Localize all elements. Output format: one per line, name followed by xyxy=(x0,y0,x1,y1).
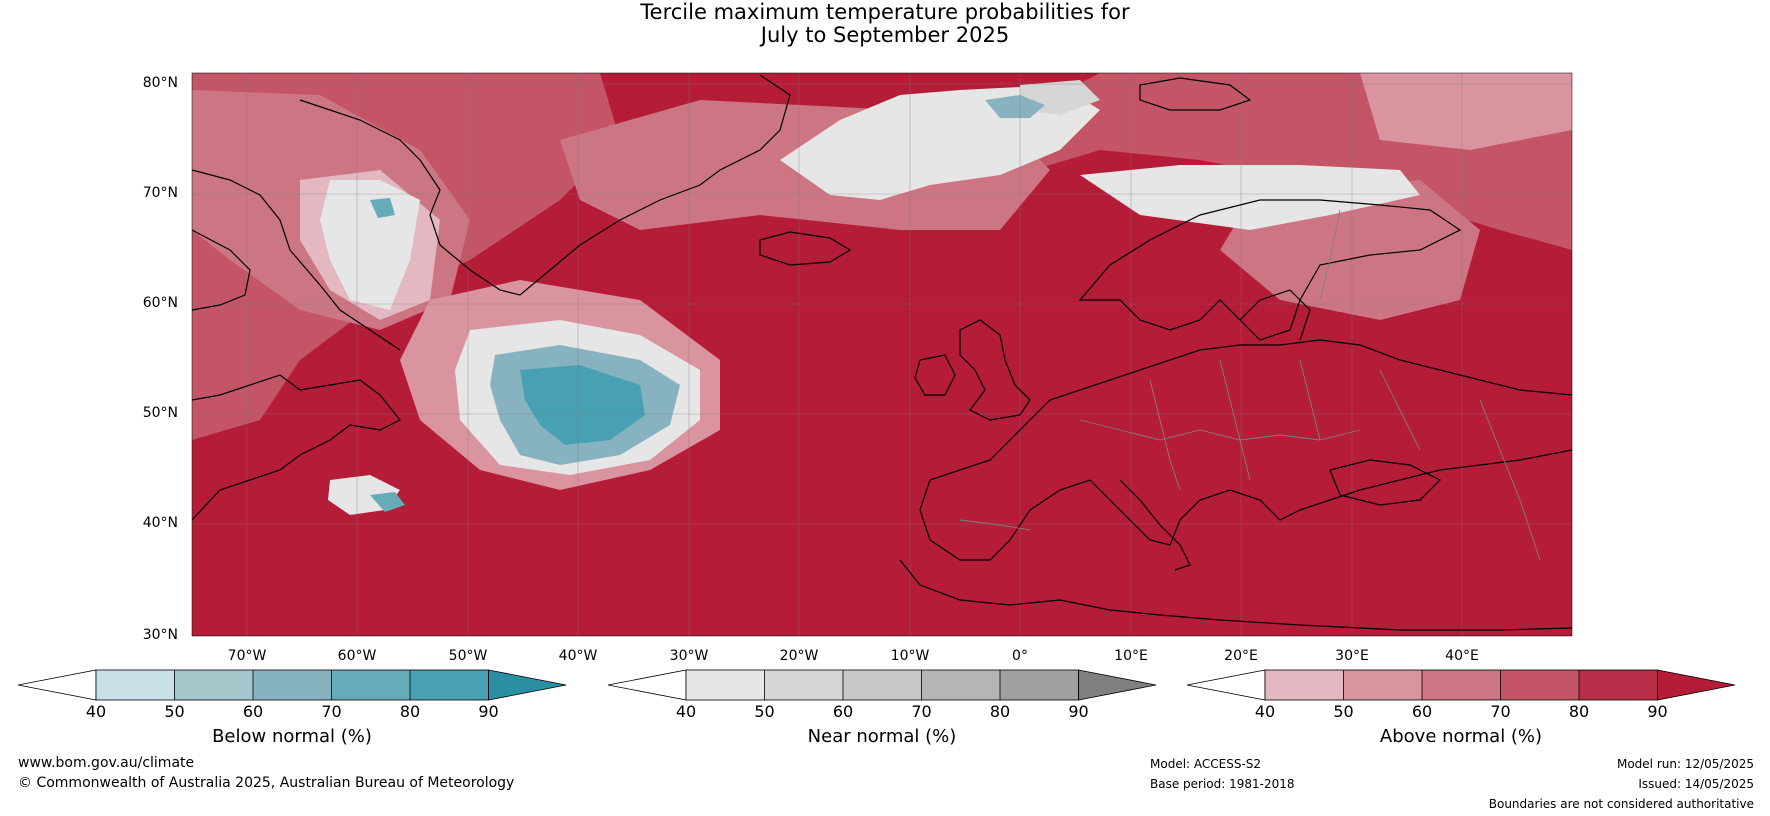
colorbar-near-tick: 40 xyxy=(675,702,697,721)
colorbar-near-swatch-2 xyxy=(764,670,843,700)
lat-label-30n: 30°N xyxy=(142,627,178,643)
colorbar-near-swatch-1 xyxy=(686,670,765,700)
colorbar-above-swatch-6 xyxy=(1657,669,1736,701)
graticule xyxy=(192,73,1572,636)
colorbar-above-swatch-3 xyxy=(1422,670,1501,700)
colorbar-above-tick: 70 xyxy=(1490,702,1511,721)
near-normal-region xyxy=(1080,165,1420,230)
colorbar-above xyxy=(1186,669,1736,701)
map-frame xyxy=(191,72,1573,637)
below-normal-region xyxy=(985,95,1045,118)
colorbar-below-swatch-2 xyxy=(174,670,253,700)
lon-label-0: 0° xyxy=(1012,648,1028,664)
below-normal-region xyxy=(520,365,645,445)
colorbar-below-swatch-6 xyxy=(488,669,567,701)
colorbar-above-tick: 90 xyxy=(1647,702,1668,721)
colorbar-above-swatch-1 xyxy=(1265,670,1344,700)
website-link[interactable]: www.bom.gov.au/climate xyxy=(18,755,195,771)
lon-label-40e: 40°E xyxy=(1445,648,1479,664)
colorbar-near xyxy=(607,669,1157,701)
lon-label-60w: 60°W xyxy=(337,648,377,664)
colorbar-above-tick: 40 xyxy=(1254,702,1276,721)
colorbar-above-tick: 80 xyxy=(1568,702,1590,721)
coastlines xyxy=(192,74,1572,631)
colorbar-below-tick: 40 xyxy=(85,702,107,721)
lon-label-50w: 50°W xyxy=(448,648,488,664)
issued-date: Issued: 14/05/2025 xyxy=(1638,777,1754,791)
colorbar-above-swatch-4 xyxy=(1500,670,1579,700)
colorbar-near-tick: 70 xyxy=(911,702,932,721)
lon-label-70w: 70°W xyxy=(227,648,267,664)
lon-label-20e: 20°E xyxy=(1224,648,1258,664)
colorbar-near-tick: 90 xyxy=(1068,702,1089,721)
colorbar-below-tick: 90 xyxy=(478,702,499,721)
colorbar-below-swatch-5 xyxy=(410,670,489,700)
country-borders xyxy=(959,209,1541,561)
lon-label-30w: 30°W xyxy=(669,648,709,664)
colorbar-near-swatch-6 xyxy=(1078,669,1157,701)
colorbar-below-swatch-1 xyxy=(96,670,175,700)
colorbar-near-tick: 60 xyxy=(832,702,854,721)
lon-label-10e: 10°E xyxy=(1114,648,1148,664)
map-field xyxy=(192,73,1572,636)
colorbar-above-swatch-0 xyxy=(1186,669,1266,701)
colorbar-near-label: Near normal (%) xyxy=(807,726,957,747)
model-run-date: Model run: 12/05/2025 xyxy=(1616,757,1754,771)
model-name: Model: ACCESS-S2 xyxy=(1150,757,1262,771)
colorbar-above-tick: 60 xyxy=(1411,702,1433,721)
colorbar-below xyxy=(17,669,567,701)
colorbar-near-swatch-4 xyxy=(921,670,1000,700)
copyright-text: © Commonwealth of Australia 2025, Austra… xyxy=(18,775,515,791)
colorbar-above-tick: 50 xyxy=(1333,702,1354,721)
colorbar-below-tick: 70 xyxy=(321,702,342,721)
chart-title-line1: Tercile maximum temperature probabilitie… xyxy=(640,0,1130,24)
near-normal-region xyxy=(320,180,420,310)
base-period: Base period: 1981-2018 xyxy=(1150,777,1295,791)
colorbar-above-swatch-5 xyxy=(1579,670,1658,700)
colorbar-below-swatch-0 xyxy=(17,669,97,701)
above-normal-50-region xyxy=(1360,73,1572,150)
lat-label-40n: 40°N xyxy=(142,515,178,531)
colorbar-near-swatch-0 xyxy=(607,669,687,701)
below-normal-region xyxy=(370,198,395,218)
colorbar-below-tick: 60 xyxy=(242,702,264,721)
lon-label-10w: 10°W xyxy=(890,648,930,664)
colorbar-below-tick: 80 xyxy=(399,702,421,721)
colorbar-near-tick: 50 xyxy=(754,702,775,721)
colorbar-near-tick: 80 xyxy=(989,702,1011,721)
colorbar-above-swatch-2 xyxy=(1343,670,1422,700)
colorbar-below-label: Below normal (%) xyxy=(212,726,372,747)
lon-label-20w: 20°W xyxy=(779,648,819,664)
lat-label-60n: 60°N xyxy=(142,295,178,311)
colorbar-below-tick: 50 xyxy=(164,702,185,721)
colorbar-near-swatch-5 xyxy=(1000,670,1079,700)
colorbar-near-swatch-3 xyxy=(843,670,922,700)
boundaries-disclaimer: Boundaries are not considered authoritat… xyxy=(1488,797,1754,811)
lat-label-50n: 50°N xyxy=(142,405,178,421)
colorbar-below-swatch-3 xyxy=(253,670,332,700)
below-normal-region xyxy=(370,492,405,512)
lon-label-30e: 30°E xyxy=(1335,648,1369,664)
lat-label-70n: 70°N xyxy=(142,185,178,201)
colorbar-above-label: Above normal (%) xyxy=(1379,726,1543,747)
lat-label-80n: 80°N xyxy=(142,75,178,91)
chart-title-line2: July to September 2025 xyxy=(760,23,1010,47)
lon-label-40w: 40°W xyxy=(558,648,598,664)
colorbar-below-swatch-4 xyxy=(331,670,410,700)
